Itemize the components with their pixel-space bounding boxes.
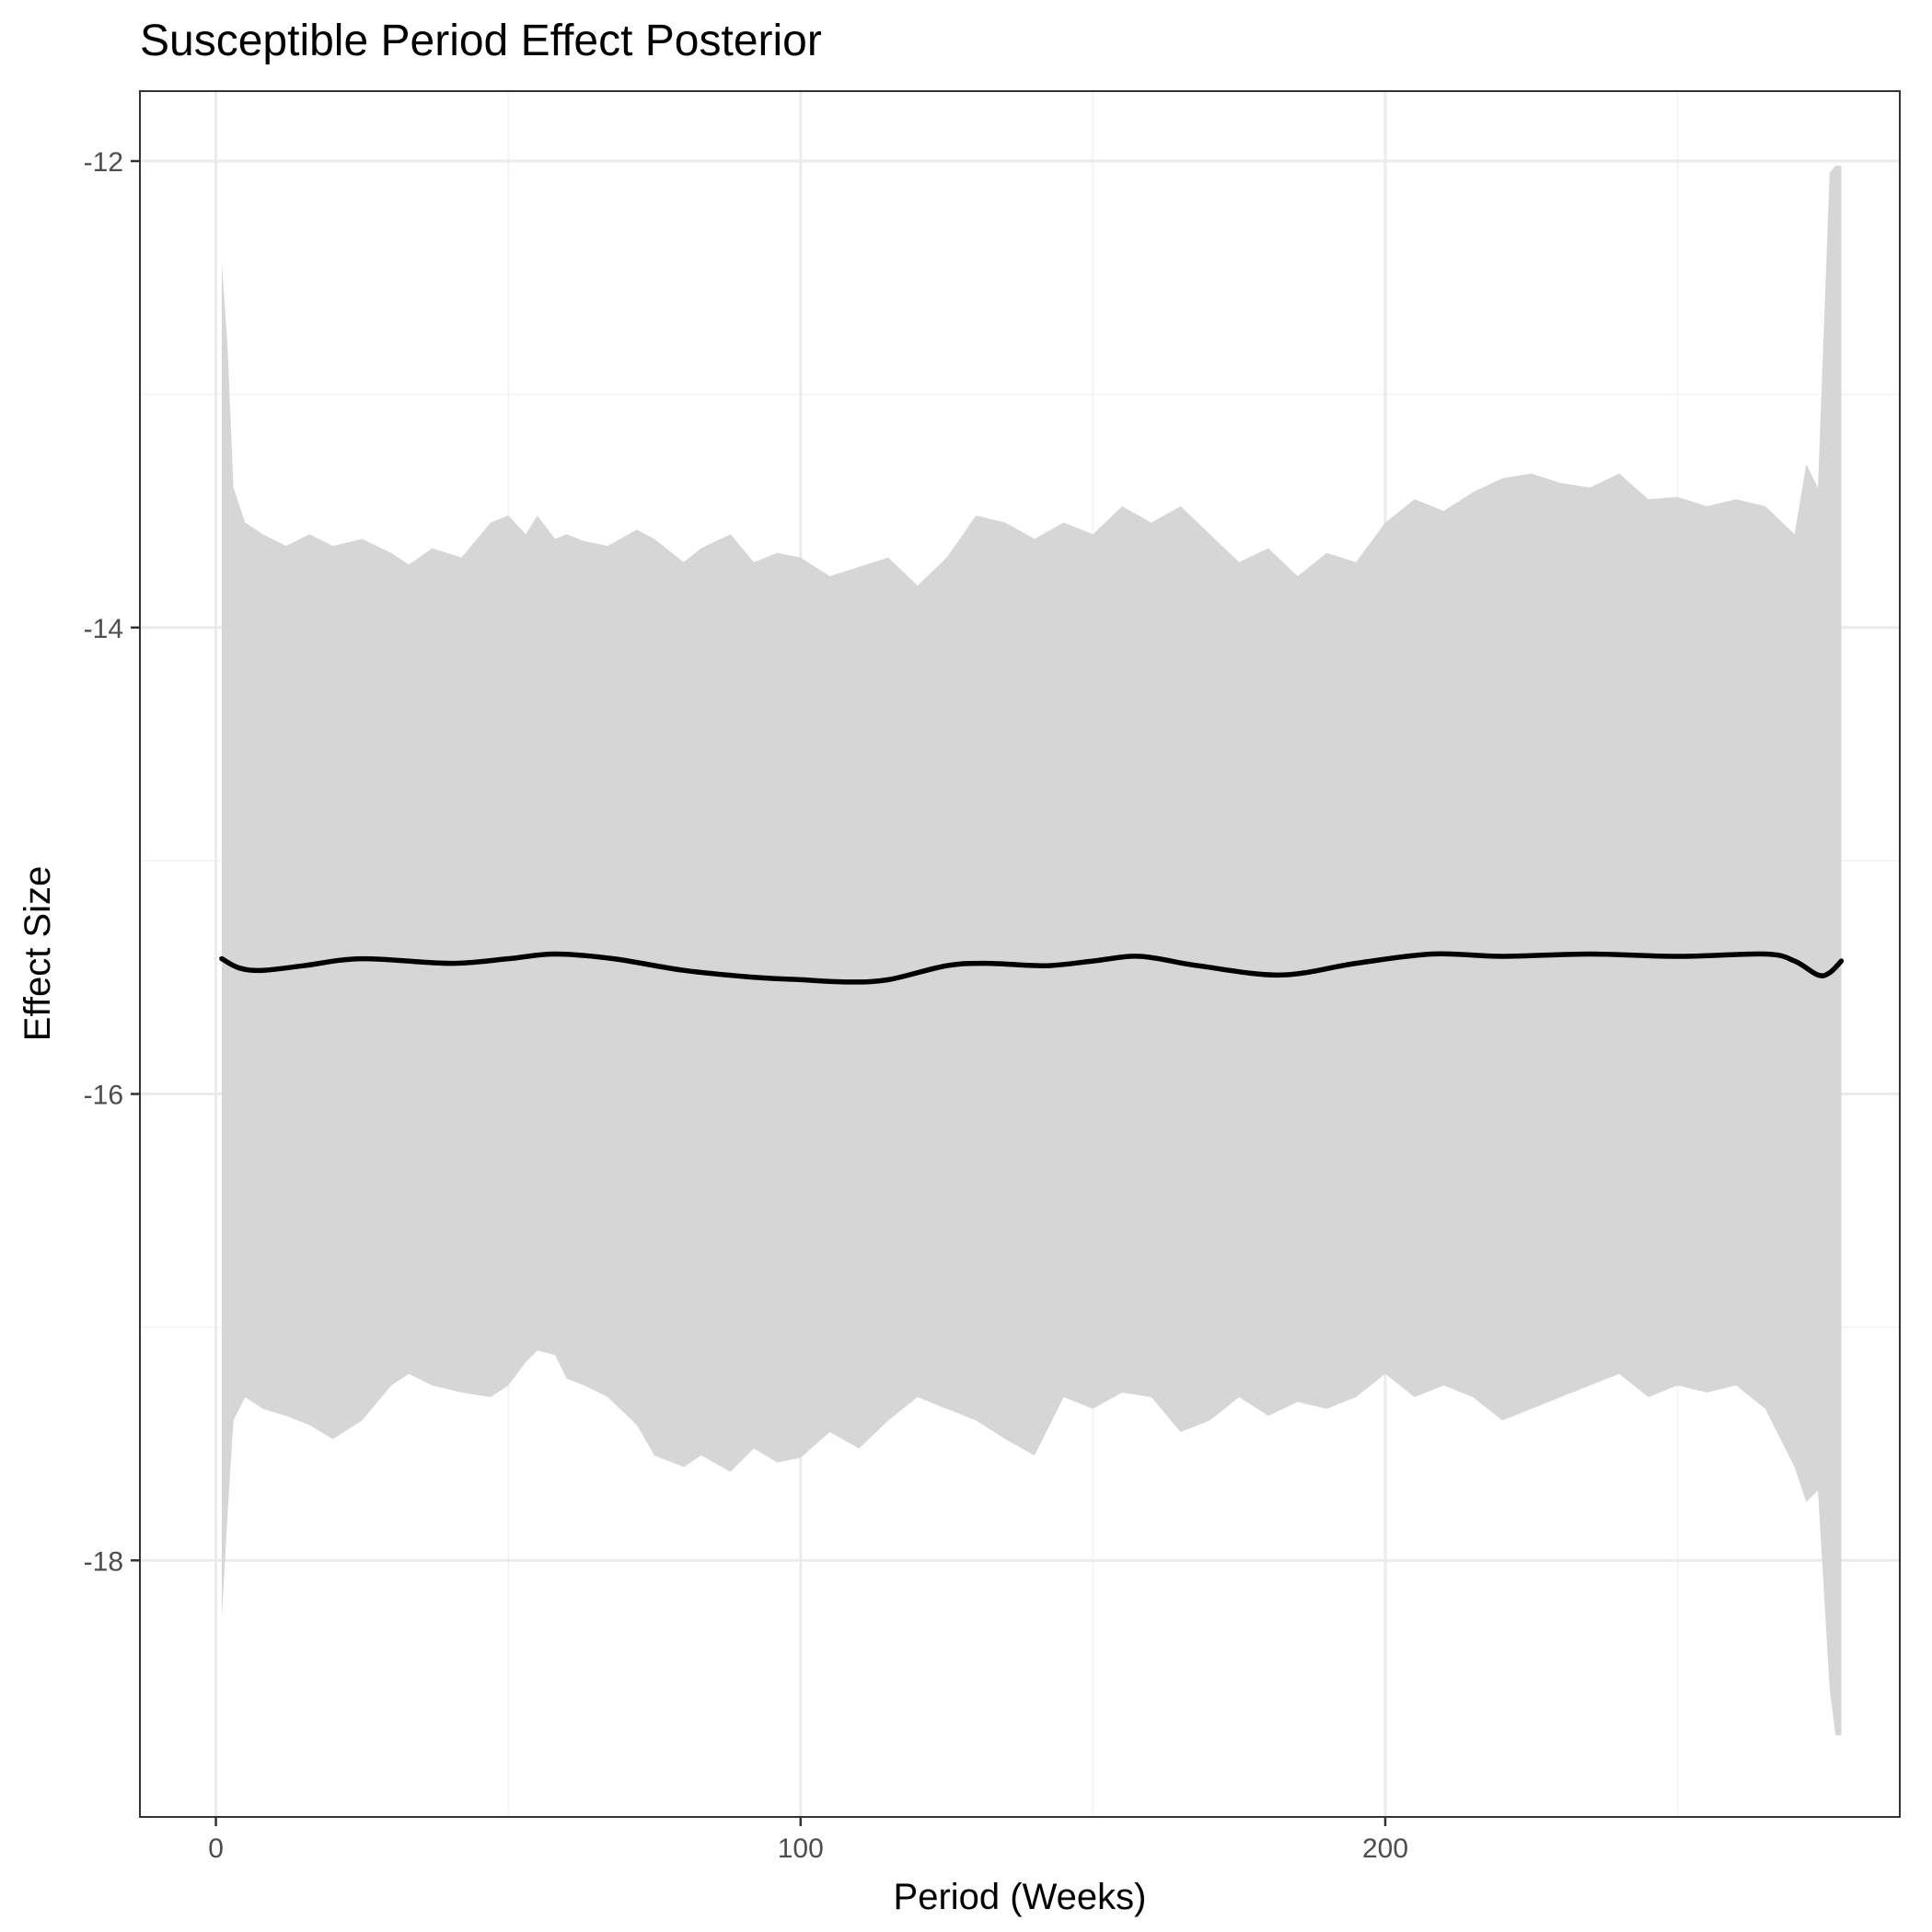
y-tick-label: -12: [84, 147, 123, 178]
y-axis-title: Effect Size: [17, 866, 58, 1041]
y-tick-label: -14: [84, 614, 123, 644]
chart-title: Susceptible Period Effect Posterior: [140, 17, 822, 65]
posterior-mean-line: [219, 951, 1845, 985]
credible-interval-band: [221, 166, 1842, 1736]
x-tick-label: 100: [778, 1834, 824, 1864]
y-tick-label: -16: [84, 1081, 123, 1111]
x-tick-label: 0: [208, 1834, 224, 1864]
panel-border: [139, 90, 1901, 1818]
x-tick-label: 200: [1362, 1834, 1408, 1864]
axes: 0 100 200 -12 -14 -16 -18: [84, 147, 1408, 1864]
x-axis-title: Period (Weeks): [894, 1877, 1147, 1917]
y-tick-label: -18: [84, 1546, 123, 1577]
